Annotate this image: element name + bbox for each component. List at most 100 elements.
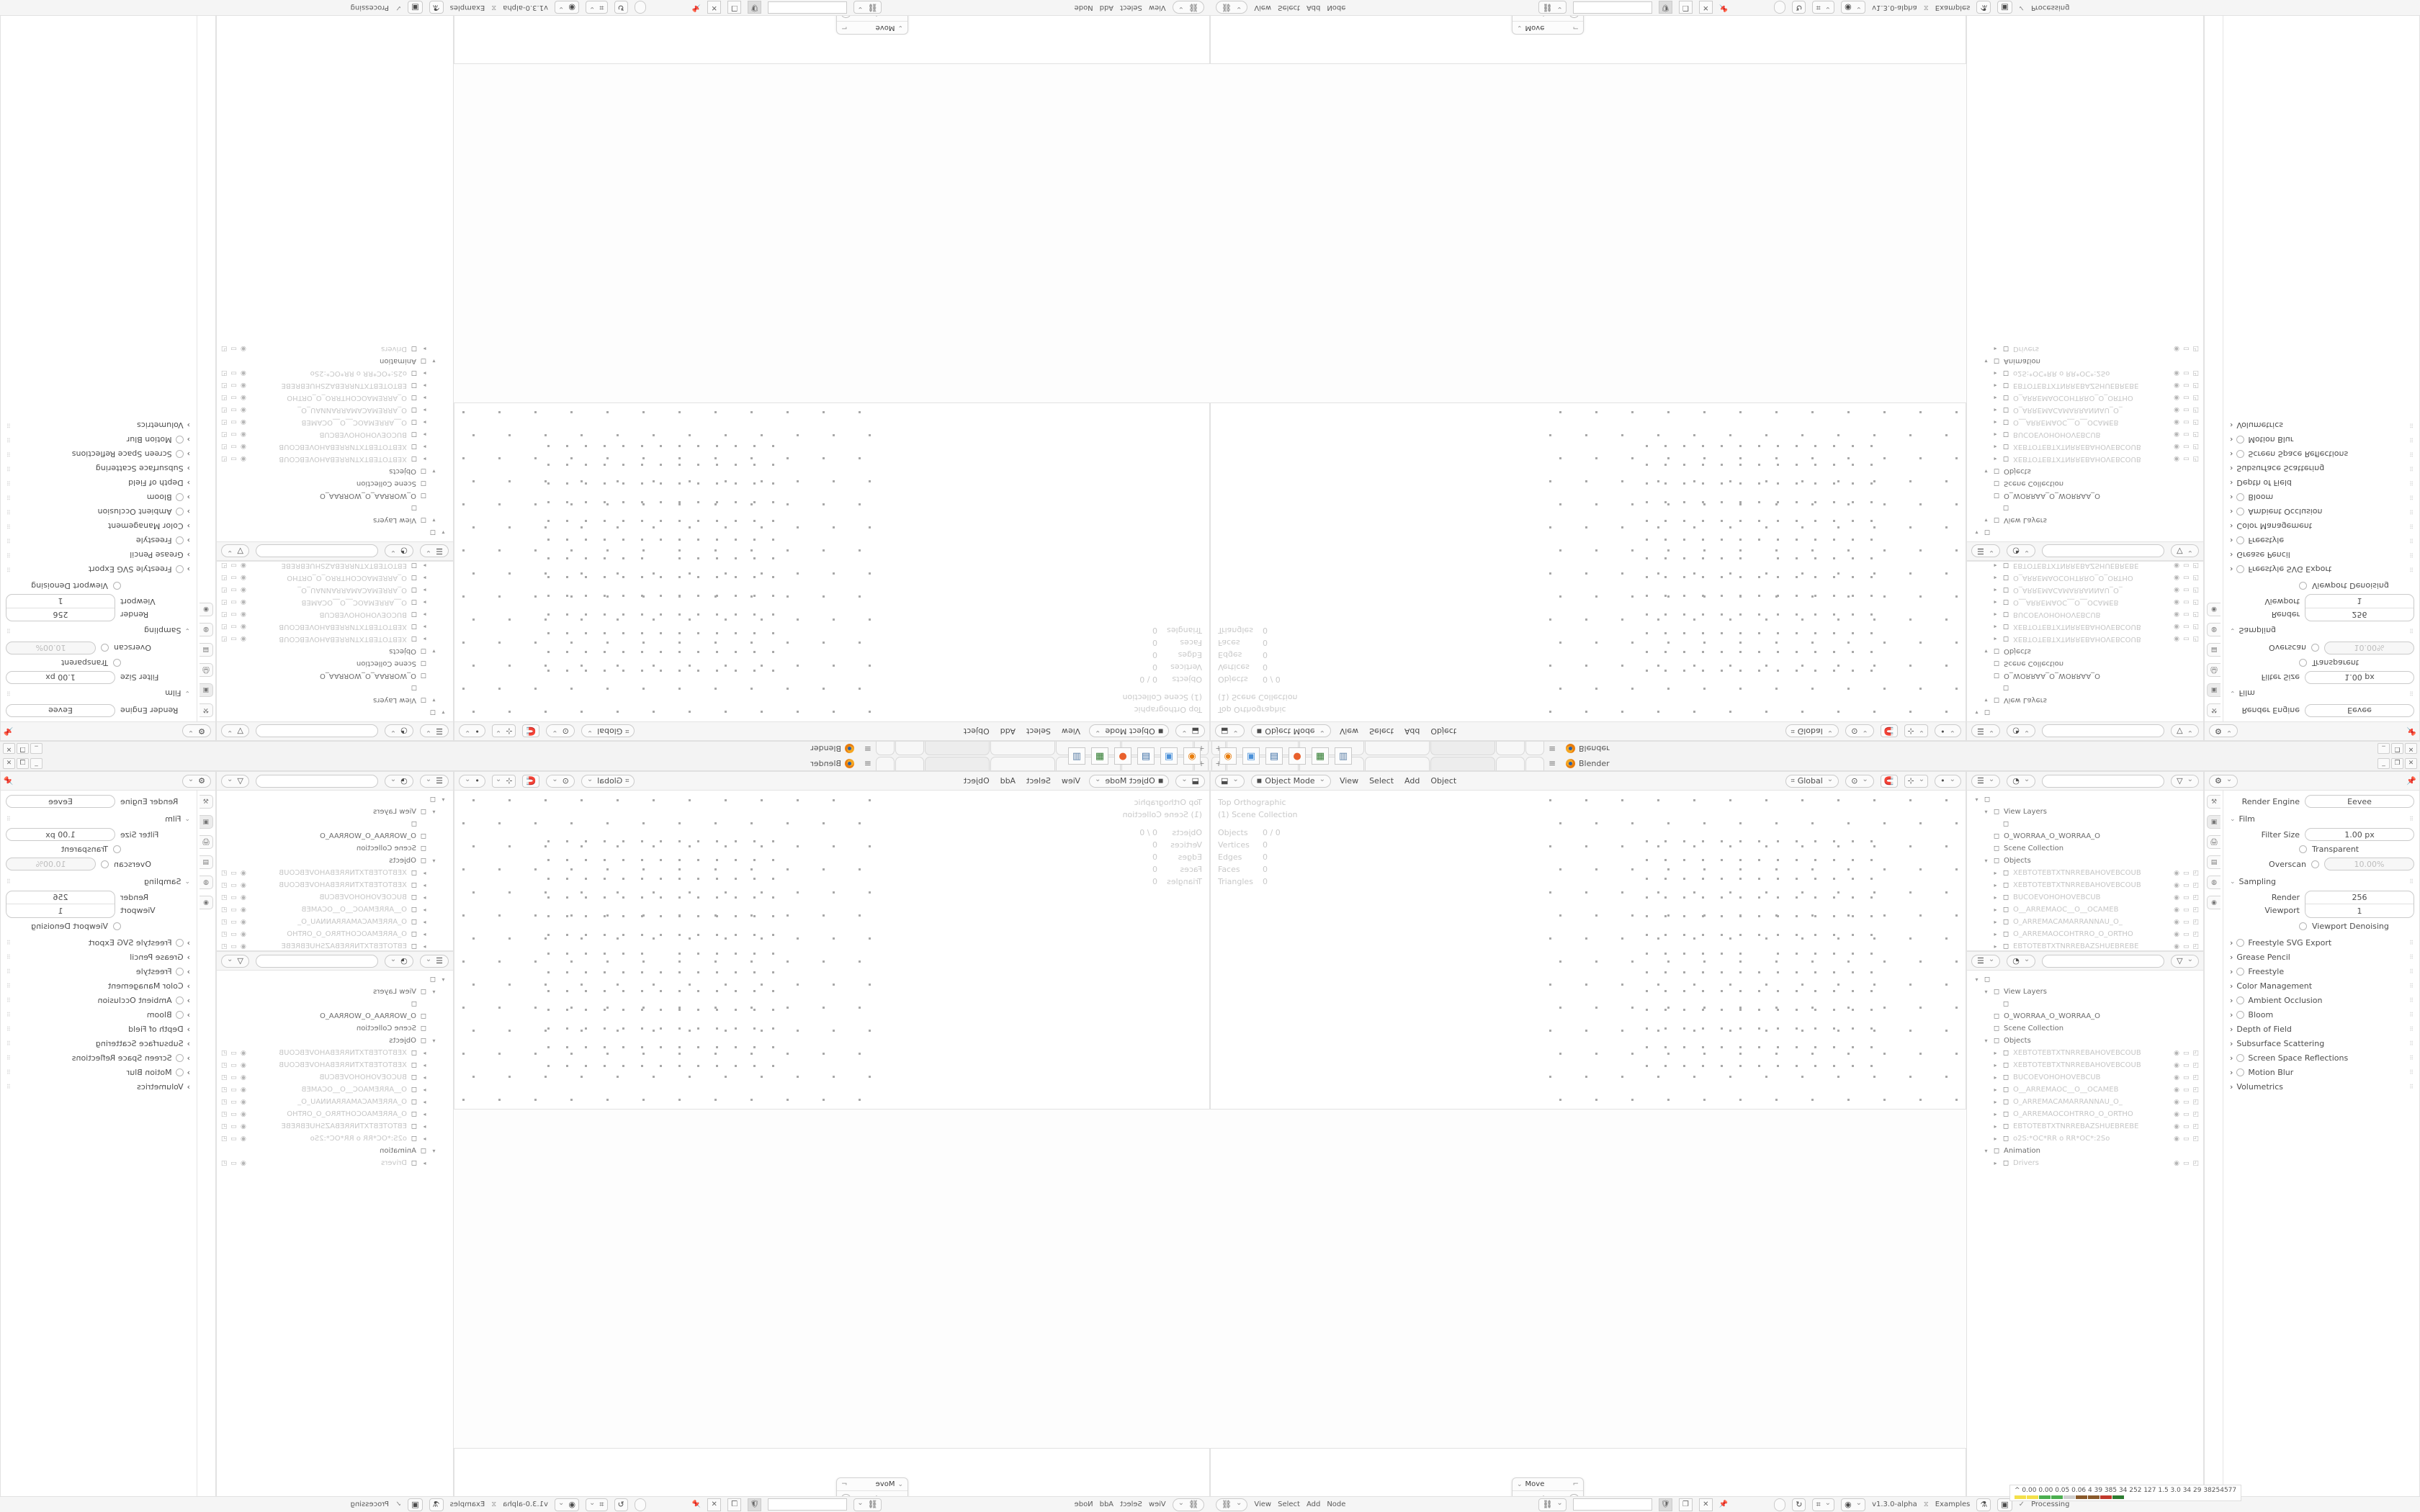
disclosure-triangle-icon[interactable]: ▸	[423, 1135, 426, 1142]
workspace-tab-active[interactable]	[1430, 742, 1495, 756]
outliner-row[interactable]: ▾ ◻ Objects	[1971, 465, 2203, 477]
node-menu-add[interactable]: Add	[1099, 4, 1114, 12]
maximize-button[interactable]: ❐	[17, 757, 29, 769]
console-icon[interactable]: ▣	[1997, 1498, 2012, 1511]
viewport-header[interactable]: ⬓ ◼ Object Mode View Select Add Object ⌗…	[454, 772, 1209, 791]
outliner-row[interactable]: ▸ ◻ EBTOTEBTXTNRREBAZSHUEBREBE ◉ ▭ ◰	[1971, 379, 2203, 392]
chevron-down-icon[interactable]: ⌄	[897, 1480, 903, 1488]
disclosure-triangle-icon[interactable]: ▸	[423, 1123, 426, 1130]
eye-icon[interactable]: ◉	[241, 1122, 246, 1130]
scene-tab[interactable]: ◍	[2207, 623, 2220, 636]
camera-icon[interactable]: ◰	[2192, 574, 2199, 582]
render-samples-value[interactable]: 256	[2305, 608, 2414, 621]
outliner-row[interactable]: ▸ ◻ BUCOEVOHOHOVEBCUB ◉ ▭ ◰	[217, 428, 449, 441]
camera-icon[interactable]: ◰	[221, 1049, 228, 1057]
eye-icon[interactable]: ◉	[241, 918, 246, 926]
window-controls[interactable]: _ ❐ ✕	[2378, 757, 2420, 769]
sampling-value-stack[interactable]: 256 1	[2305, 891, 2414, 918]
sv-undo-icon[interactable]: ↻	[1792, 1, 1806, 14]
outliner-row[interactable]: ▸ ◻ O__ARREMAOC__O__OCAMEB ◉ ▭ ◰	[1971, 416, 2203, 428]
outliner-search-input-secondary[interactable]	[255, 954, 378, 968]
render-engine-row[interactable]: Render Engine Eevee	[6, 795, 190, 808]
eye-icon[interactable]: ◉	[2174, 635, 2179, 643]
accordion-checkbox[interactable]	[175, 565, 184, 574]
outliner-tree[interactable]: ▾ ◻ ▾ ◻ View Layers ◻ ◻ O_WORRAA_O_WORRAA_O ◻ Sce…	[217, 791, 453, 951]
node-menu-add[interactable]: Add	[1306, 4, 1321, 12]
view-layer-tab[interactable]: ▤	[200, 855, 213, 869]
disclosure-triangle-icon[interactable]: ▸	[1994, 1135, 1997, 1142]
node-menu-node[interactable]: Node	[1074, 4, 1093, 12]
outliner-row[interactable]: ▸ ◻ Drivers ◉ ▭ ◰	[217, 1157, 449, 1169]
screen-icon[interactable]: ▭	[230, 635, 238, 643]
view-layer-tab[interactable]: ▤	[2207, 855, 2220, 869]
camera-icon[interactable]: ◰	[221, 394, 228, 402]
sv-blank-pill[interactable]	[634, 1, 646, 14]
properties-accordion[interactable]: › Screen Space Reflections ⠿	[6, 1050, 190, 1065]
properties-accordion[interactable]: › Screen Space Reflections ⠿	[6, 447, 190, 462]
eye-icon[interactable]: ◉	[241, 586, 246, 594]
transform-orientation-selector[interactable]: ⌗ Global	[1785, 724, 1839, 738]
outliner-row[interactable]: ▾ ◻ Objects	[217, 855, 449, 867]
properties-accordion[interactable]: › Volumetrics ⠿	[2230, 418, 2414, 433]
render-samples-value[interactable]: 256	[6, 891, 115, 904]
viewport-menu-add[interactable]: Add	[1404, 726, 1420, 736]
disclosure-triangle-icon[interactable]: ▾	[432, 989, 436, 995]
camera-icon[interactable]: ◰	[2192, 418, 2199, 426]
workspace-tab[interactable]	[1496, 742, 1525, 756]
camera-icon[interactable]: ◰	[2192, 369, 2199, 377]
disclosure-triangle-icon[interactable]: ▸	[1994, 636, 1997, 642]
outliner-row[interactable]: ▸ ◻ O__ARREMAOC__O__OCAMEB ◉ ▭ ◰	[217, 416, 449, 428]
node-menu-node[interactable]: Node	[1074, 1500, 1093, 1508]
screen-icon[interactable]: ▭	[230, 1061, 238, 1069]
editor-type-icon[interactable]: ⚙	[182, 774, 211, 788]
disclosure-triangle-icon[interactable]: ▸	[1994, 624, 1997, 630]
editor-type-icon[interactable]: ⚙	[2209, 774, 2238, 788]
node-menu-view[interactable]: View	[1148, 1500, 1166, 1508]
filter-icon[interactable]: ▽	[2171, 954, 2199, 968]
filter-icon[interactable]: ▽	[221, 544, 249, 558]
node-header[interactable]: ⌄ Move ⌐	[837, 1478, 908, 1491]
outliner-row[interactable]: ◻	[217, 998, 449, 1010]
editor-type-icon[interactable]: ⬓	[1215, 724, 1245, 738]
disclosure-triangle-icon[interactable]: ▸	[423, 562, 426, 569]
eye-icon[interactable]: ◉	[2174, 369, 2179, 377]
workspace-tab[interactable]	[1365, 756, 1430, 770]
outliner-row[interactable]: ◻ Scene Collection	[217, 1022, 449, 1035]
image-viewer-taskbar-icon[interactable]: ▣	[1160, 747, 1178, 765]
transparent-checkbox[interactable]	[2299, 845, 2307, 853]
outliner-display-mode-icon[interactable]: ☰	[419, 774, 449, 788]
properties-accordion[interactable]: › Freestyle SVG Export ⠿	[2230, 562, 2414, 577]
eye-icon[interactable]: ◉	[2174, 1049, 2179, 1057]
outliner-row[interactable]: ▸ ◻ EBTOTEBTXTNRREBAZSHUEBREBE ◉ ▭ ◰	[217, 379, 449, 392]
outliner-display-mode-icon[interactable]: ☰	[419, 954, 449, 968]
disclosure-triangle-icon[interactable]: ▾	[432, 358, 436, 364]
screen-icon[interactable]: ▭	[230, 906, 238, 914]
viewport-menu-view[interactable]: View	[1339, 776, 1359, 786]
viewport-denoising-row[interactable]: Viewport Denoising	[6, 922, 190, 931]
camera-icon[interactable]: ◰	[221, 455, 228, 463]
properties-editor[interactable]: ⚙ 📌 ⚒▣🖨▤◍◉ Render Engine Eevee ⌄ Film ⠿ …	[0, 15, 216, 741]
screen-icon[interactable]: ▭	[230, 598, 238, 606]
screen-icon[interactable]: ▭	[2182, 562, 2190, 570]
outliner-row[interactable]: ▾ ◻ View Layers	[1971, 694, 2203, 706]
node-editor-statusbar[interactable]: ⛓ View Select Add Node ⛓ 🛡 ❐ ✕ 📌 ↻ ⌗ ◉ v…	[0, 1496, 1210, 1512]
disclosure-triangle-icon[interactable]: ▾	[1984, 1148, 1988, 1154]
outliner-row[interactable]: ▾ ◻ View Layers	[1971, 986, 2203, 998]
sverchok-examples[interactable]: Examples	[449, 4, 485, 12]
workspace-tab[interactable]	[1525, 756, 1544, 770]
eye-icon[interactable]: ◉	[241, 406, 246, 414]
disclosure-triangle-icon[interactable]: ▸	[1994, 407, 1997, 413]
camera-icon[interactable]: ◰	[2192, 1049, 2199, 1057]
section-sampling-header[interactable]: ⌄ Sampling ⠿	[6, 877, 190, 886]
outliner-row[interactable]: ◻ Scene Collection	[217, 842, 449, 855]
pivot-point-icon[interactable]: •	[1935, 774, 1961, 788]
properties-accordion[interactable]: › Freestyle SVG Export ⠿	[6, 562, 190, 577]
maximize-button[interactable]: ❐	[2391, 743, 2403, 755]
sv-grid-icon[interactable]: ⌗	[1812, 1498, 1835, 1511]
node-tree-name-field[interactable]	[768, 1498, 848, 1511]
disclosure-triangle-icon[interactable]: ▾	[442, 976, 445, 983]
eye-icon[interactable]: ◉	[241, 1086, 246, 1094]
editor-type-icon[interactable]: ⚙	[2209, 724, 2238, 738]
node-header[interactable]: ⌄ Move ⌐	[1512, 1478, 1583, 1491]
properties-editor[interactable]: ⚙ 📌 ⚒▣🖨▤◍◉ Render Engine Eevee ⌄ Film ⠿ …	[2204, 15, 2420, 741]
